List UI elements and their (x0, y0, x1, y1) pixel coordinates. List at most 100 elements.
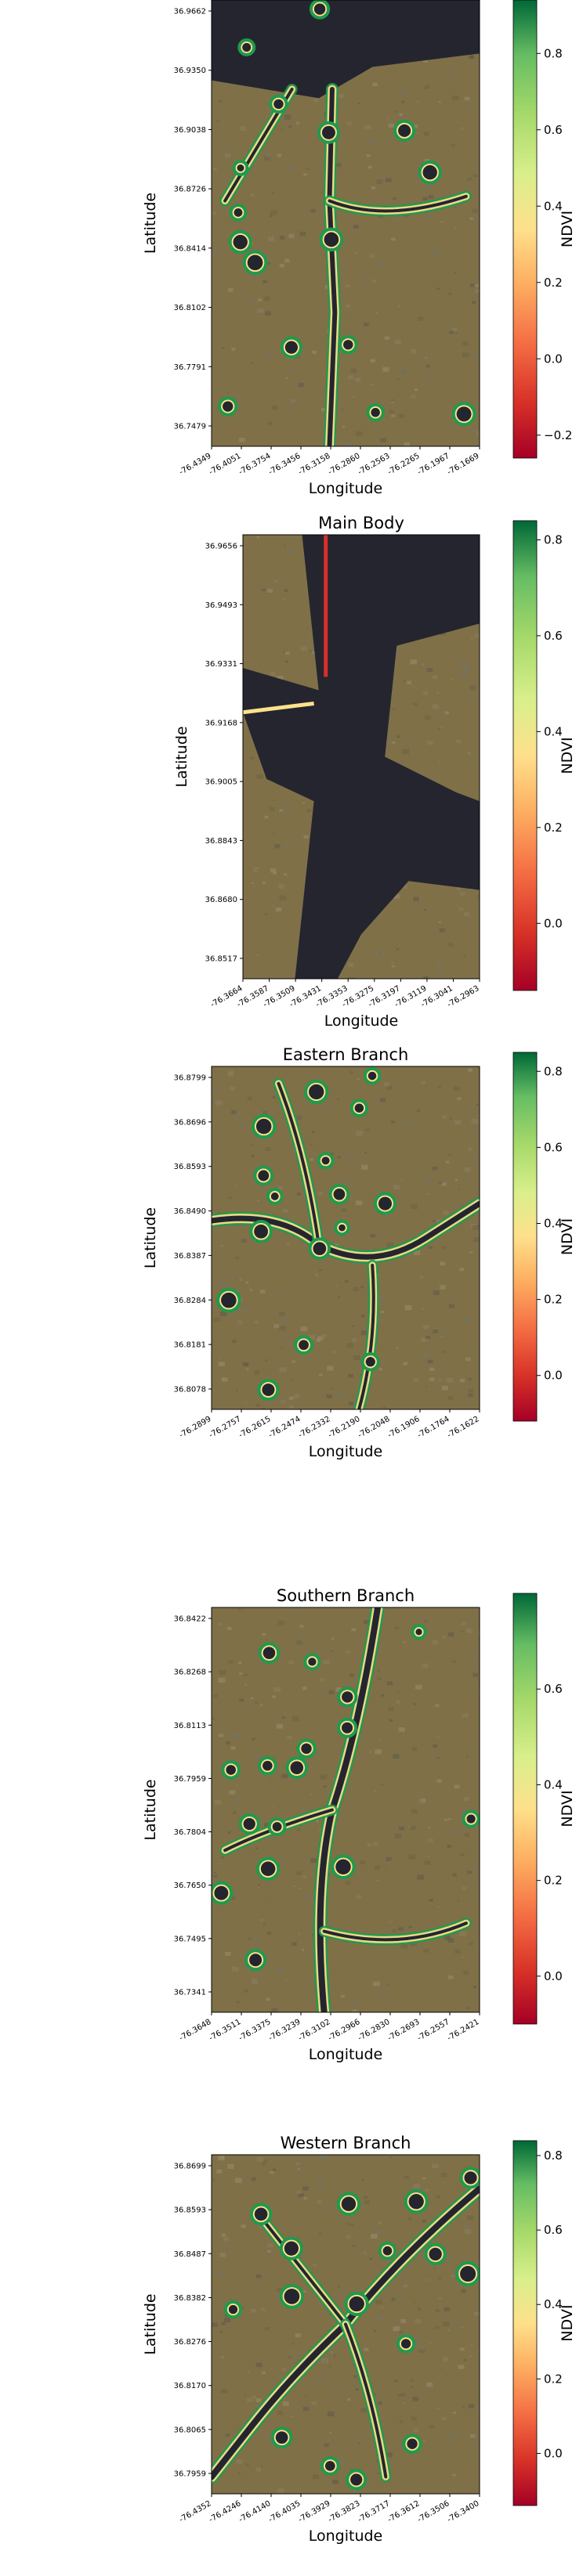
colorbar-label: NDVI (559, 2304, 576, 2341)
y-tick-label: 36.9493 (205, 601, 237, 610)
x-axis-label: Longitude (309, 480, 383, 497)
pond (321, 1156, 330, 1165)
pond-ring (294, 1335, 313, 1355)
y-tick-label: 36.8414 (174, 244, 206, 253)
colorbar-tick-label: 0.2 (544, 276, 563, 290)
pond (365, 1357, 375, 1367)
pond (342, 1722, 353, 1734)
river-channel (357, 1264, 375, 1409)
river-channel (322, 1921, 468, 1942)
chart-svg: Main Body 36.9656 36.9493 36.9331 36.9168 36.… (173, 514, 576, 1030)
pond (237, 164, 244, 171)
y-tick-label: 36.9038 (174, 126, 206, 135)
y-tick-label: 36.7959 (174, 1775, 206, 1784)
pond (234, 208, 243, 217)
pond (284, 341, 298, 354)
pond-ring (238, 1813, 260, 1835)
pond (371, 408, 380, 417)
pond (464, 2171, 477, 2185)
map-plot-area (212, 2155, 480, 2494)
open-water (243, 535, 480, 979)
colorbar-tick-label: 0.6 (544, 1140, 563, 1154)
y-tick-label: 36.8387 (174, 1252, 206, 1261)
x-axis-label: Longitude (324, 1012, 399, 1030)
colorbar-tick-label: 0.4 (544, 2297, 563, 2311)
x-tick-label: -76.3929 (297, 2499, 331, 2524)
pond-ring (221, 1760, 241, 1780)
panel-elizabeth-river: Elizabeth River36.966236.935036.903836.8… (0, 0, 583, 517)
pond-ring (229, 204, 248, 222)
pond (254, 2207, 268, 2221)
pond (339, 1224, 346, 1232)
x-tick-label: -76.4246 (208, 2499, 242, 2524)
colorbar-tick-label: 0.0 (544, 2446, 563, 2460)
chart-title: Southern Branch (277, 1586, 415, 1605)
x-tick-label: -76.4140 (237, 2499, 272, 2524)
colorbar-tick-label: 0.4 (544, 724, 563, 738)
pond (324, 232, 339, 247)
x-tick-label: -76.4035 (267, 2499, 302, 2524)
pond-ring (216, 1287, 241, 1313)
y-tick-label: 36.8726 (174, 186, 206, 194)
colorbar-label: NDVI (559, 1218, 576, 1255)
pond (408, 2194, 424, 2210)
y-tick-label: 36.8593 (174, 1163, 206, 1171)
pond (284, 2241, 299, 2256)
colorbar (512, 2140, 538, 2506)
colorbar-tick-label: −0.2 (544, 428, 572, 442)
pond (407, 2438, 418, 2449)
pond-ring (280, 336, 302, 359)
pond (429, 2247, 442, 2261)
pond-ring (328, 1183, 350, 1205)
pond-ring (267, 1817, 287, 1836)
axes-frame (211, 0, 480, 447)
pond (368, 1071, 377, 1081)
colorbar-label: NDVI (559, 737, 576, 774)
pond (290, 1761, 304, 1774)
pond (223, 401, 234, 412)
pond-ring (249, 2203, 273, 2226)
map-imagery (212, 0, 480, 446)
pond-ring (320, 2456, 340, 2476)
axes-frame (211, 1607, 480, 2013)
pond (349, 2296, 364, 2312)
axes-frame (211, 1066, 480, 1410)
map-plot-area (212, 1607, 480, 2012)
y-tick-label: 36.7479 (174, 423, 206, 431)
y-tick-label: 36.7959 (174, 2470, 206, 2479)
panel-main-body: Main Body 36.9656 36.9493 36.9331 36.9168 36.… (0, 0, 583, 1041)
y-tick-label: 36.9656 (205, 543, 237, 551)
pond (308, 1658, 317, 1666)
y-tick-label: 36.9168 (205, 719, 237, 727)
pond-ring (255, 1856, 281, 1881)
pond (221, 1292, 237, 1308)
colorbar-tick-label: 0.2 (544, 1293, 563, 1307)
pond-ring (418, 161, 442, 185)
y-tick-label: 36.8276 (174, 2338, 206, 2347)
pond-ring (232, 160, 249, 176)
pond-ring (249, 1219, 273, 1243)
y-tick-label: 36.8422 (174, 1615, 206, 1624)
pond (226, 1765, 236, 1775)
y-tick-label: 36.8170 (174, 2382, 206, 2390)
x-tick-label: -76.3506 (416, 2499, 451, 2524)
map-imagery (243, 535, 480, 979)
pond-ring (366, 403, 385, 422)
river-channel (327, 87, 338, 446)
pond-ring (266, 1188, 284, 1205)
pond (247, 254, 263, 271)
y-tick-label: 36.8699 (174, 2163, 206, 2171)
y-tick-label: 36.7495 (174, 1935, 206, 1943)
y-tick-label: 36.9350 (174, 67, 206, 75)
pond (333, 1188, 346, 1200)
river-channel (328, 194, 468, 213)
pond-ring (218, 396, 238, 417)
pond (273, 99, 284, 110)
y-axis-label: Latitude (142, 1207, 159, 1268)
pond (249, 1954, 263, 1967)
pond (309, 1084, 324, 1100)
pond-ring (257, 1379, 280, 1402)
y-axis-label: Latitude (142, 1779, 159, 1840)
colorbar-label: NDVI (559, 211, 576, 247)
pond (299, 1340, 309, 1351)
